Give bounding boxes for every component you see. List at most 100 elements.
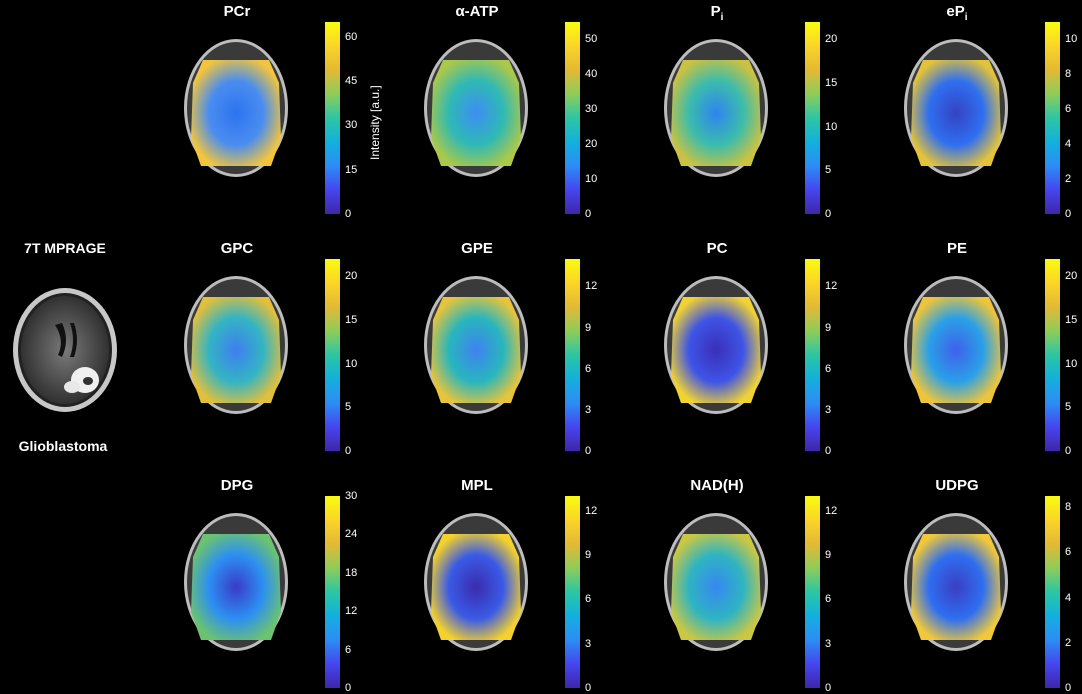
colorbar-tick-label: 0 — [1065, 445, 1072, 457]
metabolite-map — [664, 39, 768, 177]
colorbar — [565, 22, 580, 214]
panel-title-text: GPC — [220, 240, 254, 257]
colorbar — [805, 259, 820, 451]
colorbar-tick-label: 12 — [345, 605, 358, 618]
colorbar-tick-label: 5 — [345, 401, 352, 414]
colorbar-tick-label: 20 — [825, 33, 838, 46]
metabolite-map — [904, 39, 1008, 177]
colorbar-tick-label: 0 — [825, 208, 832, 220]
panel-title-text: α-ATP — [455, 3, 499, 20]
panel-title: PE — [897, 240, 1017, 257]
reference-title: 7T MPRAGE — [24, 240, 106, 256]
colorbar-tick-label: 9 — [825, 549, 832, 562]
colorbar-tick-label: 3 — [585, 637, 592, 650]
colorbar-tick-label: 8 — [1065, 68, 1072, 81]
colorbar-tick-label: 3 — [825, 403, 832, 416]
colorbar-tick-label: 30 — [345, 490, 358, 502]
panel-title: α-ATP — [417, 3, 537, 20]
panel-title: PC — [657, 240, 777, 257]
colorbar-tick-label: 15 — [345, 314, 358, 327]
panel-title: Pi — [657, 3, 777, 23]
colorbar — [325, 22, 340, 214]
colorbar-tick-label: 4 — [1065, 591, 1072, 604]
colorbar-tick-label: 4 — [1065, 138, 1072, 151]
colorbar-axis-label: Intensity [a.u.] — [368, 85, 382, 160]
colorbar-tick-label: 30 — [585, 103, 598, 116]
panel-title: GPE — [417, 240, 537, 257]
colorbar-tick-label: 40 — [585, 68, 598, 81]
panel-title-text: UDPG — [935, 477, 979, 494]
colorbar-tick-label: 6 — [825, 362, 832, 375]
panel-title-subscript: i — [964, 12, 968, 23]
panel-title: NAD(H) — [657, 477, 777, 494]
colorbar-tick-label: 9 — [585, 549, 592, 562]
colorbar-tick-label: 15 — [825, 77, 838, 90]
colorbar-tick-label: 20 — [585, 138, 598, 151]
panel-title: DPG — [177, 477, 297, 494]
metabolite-map — [184, 513, 288, 651]
metabolite-map — [424, 513, 528, 651]
colorbar-tick-label: 2 — [1065, 636, 1072, 649]
panel-title-text: PE — [946, 240, 967, 257]
colorbar-tick-label: 12 — [585, 504, 598, 517]
colorbar-tick-label: 20 — [1065, 270, 1078, 283]
metabolite-map — [424, 39, 528, 177]
colorbar-tick-label: 50 — [585, 33, 598, 46]
metabolite-map — [664, 276, 768, 414]
colorbar-tick-label: 60 — [345, 30, 358, 43]
colorbar-tick-label: 12 — [585, 280, 598, 293]
colorbar-tick-label: 5 — [1065, 401, 1072, 414]
colorbar-tick-label: 10 — [1065, 33, 1078, 46]
colorbar-tick-label: 6 — [585, 593, 592, 606]
metabolite-map — [904, 276, 1008, 414]
panel-title: UDPG — [897, 477, 1017, 494]
colorbar-tick-label: 9 — [585, 321, 592, 334]
colorbar-tick-label: 9 — [825, 321, 832, 334]
colorbar-tick-label: 10 — [825, 120, 838, 133]
metabolite-map — [424, 276, 528, 414]
mprage-image — [13, 288, 117, 412]
colorbar-tick-label: 0 — [585, 682, 592, 694]
metabolite-map — [184, 39, 288, 177]
colorbar-tick-label: 6 — [345, 643, 352, 656]
colorbar-tick-label: 24 — [345, 528, 358, 541]
colorbar-tick-label: 5 — [825, 164, 832, 177]
panel-title-text: DPG — [220, 477, 254, 494]
colorbar — [1045, 496, 1060, 688]
colorbar-tick-label: 0 — [825, 682, 832, 694]
colorbar-tick-label: 15 — [1065, 314, 1078, 327]
colorbar — [565, 496, 580, 688]
panel-title-text: P — [710, 3, 721, 20]
colorbar-tick-label: 0 — [825, 445, 832, 457]
colorbar-tick-label: 6 — [585, 362, 592, 375]
metabolite-map — [184, 276, 288, 414]
colorbar-tick-label: 0 — [345, 445, 352, 457]
panel-title: ePi — [897, 3, 1017, 23]
colorbar-tick-label: 10 — [1065, 357, 1078, 370]
colorbar-tick-label: 3 — [585, 403, 592, 416]
colorbar-tick-label: 2 — [1065, 173, 1072, 186]
panel-title-text: PC — [706, 240, 728, 257]
colorbar-tick-label: 8 — [1065, 501, 1072, 514]
colorbar-tick-label: 0 — [585, 208, 592, 220]
panel-title-subscript: i — [720, 12, 724, 23]
colorbar-tick-label: 15 — [345, 163, 358, 176]
colorbar-tick-label: 0 — [345, 208, 352, 220]
colorbar — [805, 22, 820, 214]
colorbar — [325, 259, 340, 451]
colorbar — [325, 496, 340, 688]
colorbar — [805, 496, 820, 688]
metabolite-map — [664, 513, 768, 651]
colorbar-tick-label: 3 — [825, 637, 832, 650]
colorbar-tick-label: 45 — [345, 75, 358, 88]
colorbar-tick-label: 6 — [1065, 546, 1072, 559]
colorbar-tick-label: 20 — [345, 270, 358, 283]
colorbar — [565, 259, 580, 451]
colorbar — [1045, 22, 1060, 214]
panel-title-text: eP — [946, 3, 965, 20]
panel-title: MPL — [417, 477, 537, 494]
colorbar-tick-label: 0 — [345, 682, 352, 694]
colorbar-tick-label: 30 — [345, 119, 358, 132]
colorbar-tick-label: 12 — [825, 280, 838, 293]
panel-title: GPC — [177, 240, 297, 257]
